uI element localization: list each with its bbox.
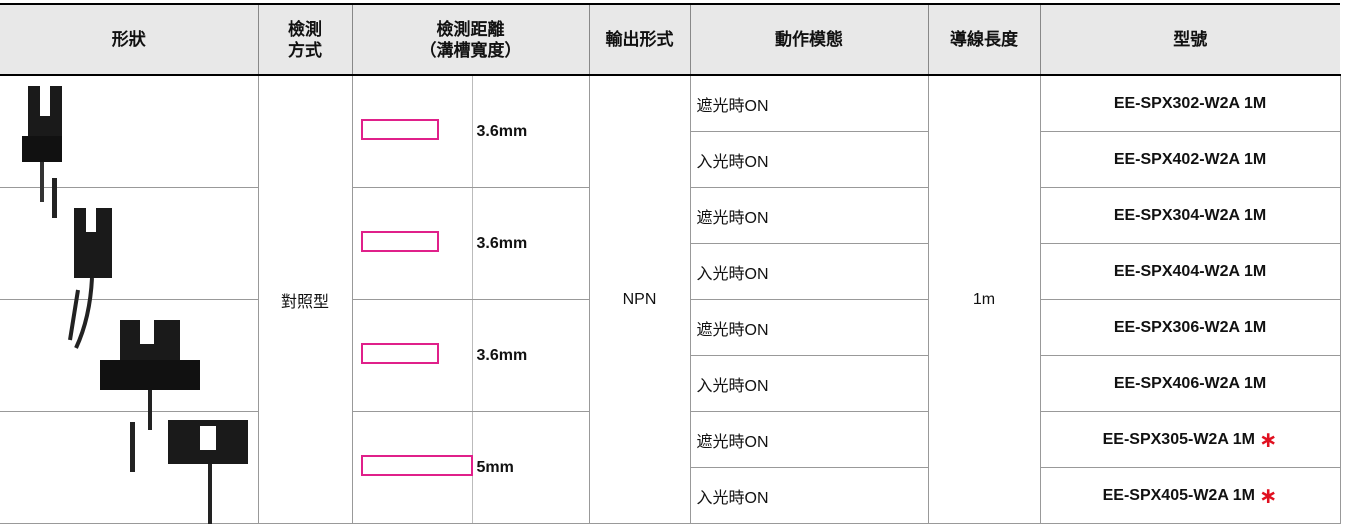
header-text: 檢測 [288,19,322,39]
model: EE-SPX305-W2A 1M ∗ [1039,411,1341,468]
header-cell: 檢測距離 （溝槽寬度） [351,3,589,76]
product-table: 形狀 檢測 方式 檢測距離 （溝槽寬度） 輸出形式 動作模態 導線長度 型號 對照型 3.6mm N… [0,3,1341,524]
header-text: 檢測距離 [436,19,505,39]
mode: 遮光時ON [689,187,929,244]
mode: 遮光時ON [689,299,929,356]
mode: 遮光時ON [689,74,929,132]
gap-cell [351,299,473,412]
header-text: 形狀 [111,30,146,49]
table-body: 對照型 3.6mm NPN 遮光時ON 1m EE-SPX302-W2A 1M 入光時ON E… [0,74,1341,524]
header-text: 動作模態 [775,30,843,49]
model: EE-SPX404-W2A 1M [1039,243,1341,300]
note-mark: ∗ [1258,426,1278,452]
table-row: 入光時ON EE-SPX406-W2A 1M [0,355,1341,412]
gap-cell [351,411,473,524]
distance: 3.6mm [471,74,590,188]
gap-cell [351,187,473,300]
gap-icon [360,342,439,364]
gap-icon [360,230,439,252]
lead-length: 1m [927,74,1041,524]
table-row: 對照型 3.6mm NPN 遮光時ON 1m EE-SPX302-W2A 1M [0,74,1341,524]
model: EE-SPX304-W2A 1M [1039,187,1341,244]
header-text: 型號 [1173,30,1208,49]
gap-icon [360,118,439,140]
shape-cell [0,411,259,524]
model: EE-SPX405-W2A 1M ∗ [1039,467,1341,524]
distance: 3.6mm [471,187,590,300]
table-row: 入光時ON EE-SPX404-W2A 1M [0,243,1341,300]
sensor-image [52,178,112,349]
model: EE-SPX306-W2A 1M [1039,299,1341,356]
note-mark: ∗ [1258,482,1278,508]
model-code: EE-SPX405-W2A 1M [1102,486,1255,504]
gap-cell [351,74,473,188]
table-row: 入光時ON EE-SPX405-W2A 1M ∗ [0,467,1341,524]
mode: 入光時ON [689,131,929,188]
model-code: EE-SPX305-W2A 1M [1102,430,1255,448]
header-row: 形狀 檢測 方式 檢測距離 （溝槽寬度） 輸出形式 動作模態 導線長度 型號 [0,3,1340,76]
table-row: 5mm 遮光時ON EE-SPX305-W2A 1M ∗ [0,411,1341,524]
model-code: EE-SPX304-W2A 1M [1113,206,1267,224]
mode: 入光時ON [689,243,929,300]
detection-method: 對照型 [257,74,353,524]
gap-icon [360,454,473,476]
mode: 遮光時ON [689,411,929,468]
model-code: EE-SPX404-W2A 1M [1113,262,1267,280]
header-cell: 動作模態 [689,3,928,76]
sensor-image [68,289,200,430]
table-row: 3.6mm 遮光時ON EE-SPX306-W2A 1M [0,289,1341,430]
header-text: 方式 [288,40,322,60]
header-text: 導線長度 [950,30,1018,49]
header-text: （溝槽寬度） [419,40,522,60]
shape-cell [0,289,259,430]
header-cell: 輸出形式 [588,3,690,76]
header-cell: 檢測 方式 [257,3,352,76]
header-text: 輸出形式 [605,30,674,49]
model-code: EE-SPX306-W2A 1M [1113,318,1267,336]
header-cell: 形狀 [0,3,258,76]
model-code: EE-SPX406-W2A 1M [1113,374,1267,392]
output: NPN [588,74,691,524]
model: EE-SPX406-W2A 1M [1039,355,1341,412]
header-cell: 導線長度 [927,3,1040,76]
mode: 入光時ON [689,355,929,412]
mode: 入光時ON [689,467,929,524]
model: EE-SPX302-W2A 1M [1039,74,1341,132]
sensor-image [22,86,62,202]
table-row: 3.6mm 遮光時ON EE-SPX304-W2A 1M [0,178,1341,349]
header-cell: 型號 [1039,3,1340,76]
distance: 3.6mm [471,299,590,412]
model: EE-SPX402-W2A 1M [1039,131,1341,188]
shape-cell [0,74,259,202]
model-code: EE-SPX302-W2A 1M [1113,94,1267,112]
distance: 5mm [471,411,590,524]
shape-cell [0,178,259,349]
model-code: EE-SPX402-W2A 1M [1113,150,1267,168]
sensor-image [130,420,248,524]
